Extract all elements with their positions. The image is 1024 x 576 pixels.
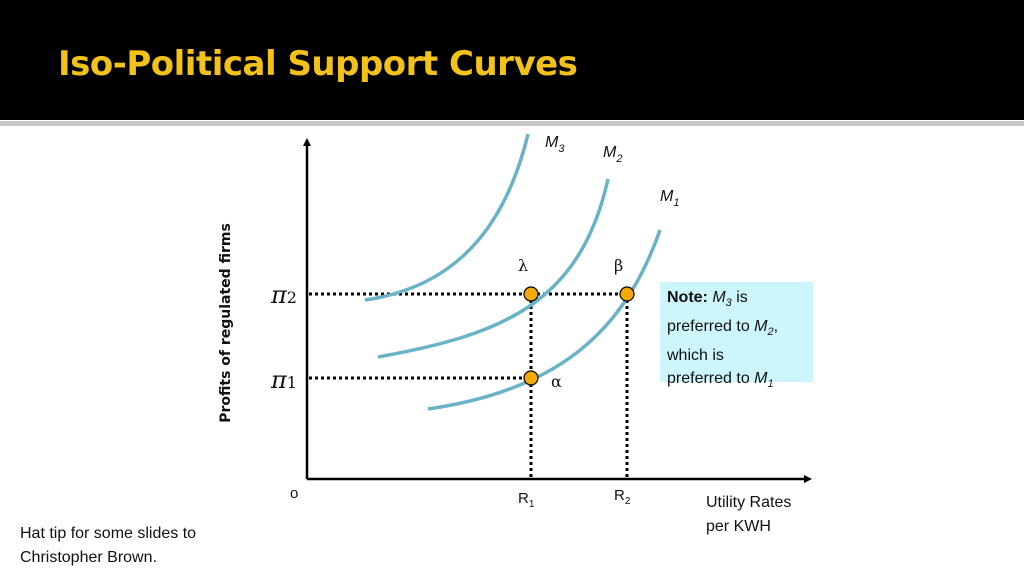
- y-tick-pi2: π2: [270, 281, 297, 309]
- x-axis-label: Utility Rates per KWH: [706, 491, 791, 539]
- curve-m1-label: M1: [660, 188, 679, 209]
- curve-m1: [427, 229, 662, 411]
- note-bold-label: Note:: [667, 289, 708, 306]
- note-m1: M1: [754, 370, 774, 391]
- note-box: Note: M3 is preferred to M2, which is pr…: [660, 282, 813, 391]
- note-line2: preferred to M2,: [667, 318, 779, 339]
- point-alpha-label: α: [551, 372, 562, 391]
- note-line3: which is: [667, 347, 724, 365]
- note-line4: preferred to M1: [667, 370, 774, 391]
- x-axis-label-line1: Utility Rates: [706, 494, 792, 511]
- note-m2: M2: [754, 318, 774, 339]
- footer-line1: Hat tip for some slides to: [20, 525, 197, 542]
- y-tick-pi1: π1: [270, 366, 297, 394]
- x-axis-label-line2: per KWH: [706, 518, 771, 535]
- title-bar: [0, 0, 1024, 120]
- y-axis-label: Profits of regulated firms: [218, 223, 234, 423]
- curve-m3: [364, 133, 530, 302]
- point-alpha: [523, 370, 539, 386]
- point-lambda-label: λ: [518, 256, 528, 275]
- title-divider: [0, 121, 1024, 126]
- curve-m3-label: M3: [545, 134, 565, 155]
- note-line1: Note: M3 is: [667, 289, 748, 310]
- origin-label: o: [290, 485, 298, 502]
- point-lambda: [523, 286, 539, 302]
- footer-credit: Hat tip for some slides to Christopher B…: [20, 522, 196, 570]
- x-tick-r2: R2: [614, 487, 631, 507]
- curve-m2-label: M2: [603, 144, 622, 165]
- point-beta: [619, 286, 635, 302]
- footer-line2: Christopher Brown.: [20, 549, 157, 566]
- note-m3: M3: [712, 289, 732, 310]
- point-beta-label: β: [614, 256, 623, 275]
- curve-m2: [377, 178, 610, 359]
- slide-title: Iso-Political Support Curves: [58, 44, 578, 84]
- x-tick-r1: R1: [518, 490, 535, 510]
